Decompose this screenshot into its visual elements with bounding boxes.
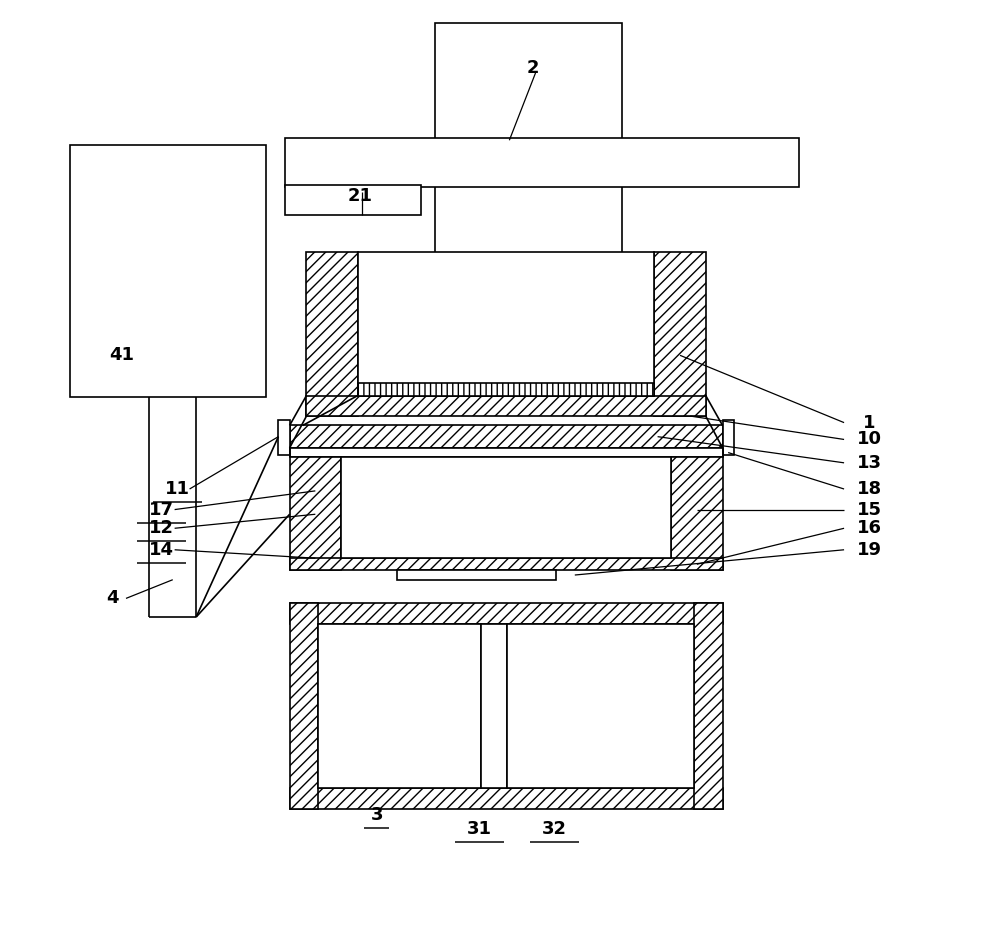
Bar bbox=[306, 252, 358, 416]
Text: 13: 13 bbox=[857, 453, 882, 472]
Text: 31: 31 bbox=[467, 820, 492, 839]
Text: 32: 32 bbox=[542, 820, 567, 839]
Text: 18: 18 bbox=[857, 480, 882, 498]
Bar bbox=[285, 185, 421, 215]
Bar bbox=[290, 788, 723, 809]
Text: 21: 21 bbox=[347, 187, 372, 206]
Text: 1: 1 bbox=[863, 413, 876, 432]
Bar bbox=[723, 420, 734, 455]
Bar bbox=[654, 252, 706, 416]
Bar bbox=[290, 603, 723, 624]
Text: 19: 19 bbox=[857, 540, 882, 559]
Text: 12: 12 bbox=[149, 519, 174, 538]
Bar bbox=[358, 252, 654, 396]
Bar bbox=[435, 23, 622, 262]
Bar bbox=[358, 383, 654, 396]
Bar bbox=[290, 603, 318, 809]
Text: 2: 2 bbox=[526, 59, 539, 78]
Text: 11: 11 bbox=[165, 480, 190, 498]
Text: 41: 41 bbox=[109, 346, 134, 365]
Bar bbox=[507, 624, 694, 788]
Bar bbox=[694, 603, 723, 809]
Text: 14: 14 bbox=[149, 540, 174, 559]
Bar bbox=[481, 624, 507, 788]
Bar bbox=[306, 396, 706, 416]
Bar bbox=[318, 624, 481, 788]
Bar bbox=[397, 570, 556, 580]
Bar bbox=[341, 457, 671, 558]
Bar bbox=[290, 457, 341, 570]
Text: 15: 15 bbox=[857, 500, 882, 519]
Bar bbox=[278, 420, 290, 455]
Text: 17: 17 bbox=[149, 500, 174, 519]
Bar bbox=[671, 457, 723, 570]
Text: 10: 10 bbox=[857, 430, 882, 449]
Bar bbox=[290, 558, 723, 570]
Text: 16: 16 bbox=[857, 519, 882, 538]
Bar bbox=[290, 448, 723, 457]
Bar bbox=[70, 145, 266, 397]
Bar bbox=[285, 138, 799, 187]
Bar bbox=[290, 425, 723, 448]
Text: 3: 3 bbox=[370, 806, 383, 825]
Text: 4: 4 bbox=[106, 589, 118, 608]
